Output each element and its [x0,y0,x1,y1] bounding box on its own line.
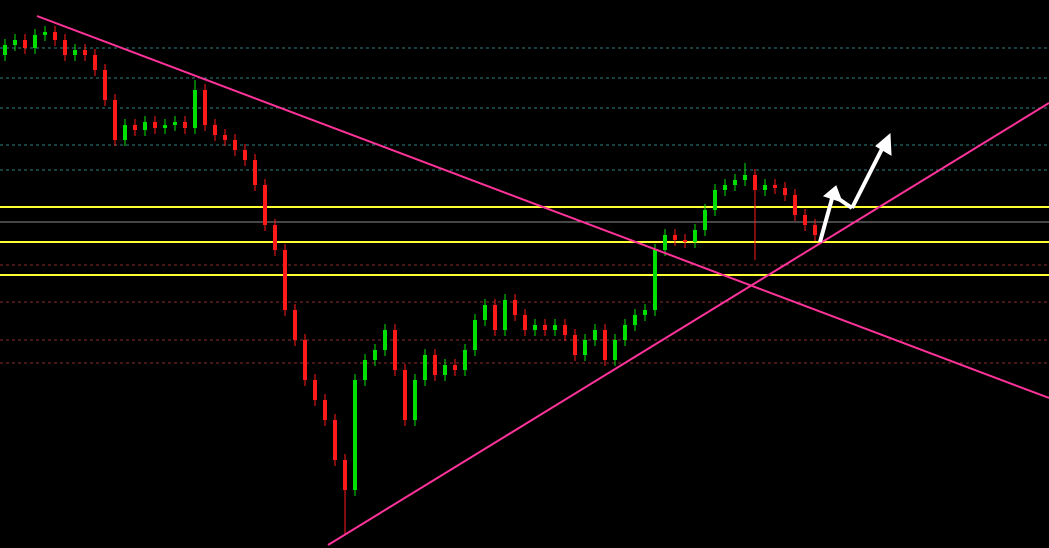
candle-body [333,420,337,460]
candle-body [123,125,127,140]
candle-body [23,40,27,48]
trendline-up [327,102,1049,546]
candle-body [603,330,607,360]
candle-body [623,325,627,340]
candle-body [643,310,647,315]
trendline-down [36,15,1049,399]
candle-body [633,315,637,325]
candle-body [543,325,547,330]
candle-body [83,50,87,55]
candle-body [63,40,67,55]
candle-body [423,355,427,380]
candle-body [263,185,267,225]
candle-body [533,325,537,330]
candle-body [723,185,727,190]
arrow-head [822,185,843,203]
candle-body [793,195,797,215]
candle-body [593,330,597,340]
candle-body [33,35,37,48]
candle-body [483,305,487,320]
candle-body [173,122,177,125]
trendlines [36,15,1049,546]
candle-body [253,160,257,185]
candle-body [733,180,737,185]
candle-body [553,325,557,330]
candle-body [393,330,397,370]
candle-body [303,340,307,380]
candle-body [573,335,577,355]
candle-body [193,90,197,128]
candle-body [443,365,447,375]
candle-body [273,225,277,250]
candle-body [463,350,467,370]
candle-body [783,188,787,195]
candle-body [743,175,747,180]
candle-body [213,125,217,135]
candle-body [243,150,247,160]
forecast-arrows [818,132,892,243]
candle-body [283,250,287,310]
candle-body [163,125,167,128]
candle-body [143,122,147,130]
candle-body [133,125,137,130]
arrow-path [850,144,886,209]
yellow-levels [0,206,1049,276]
candle-body [43,32,47,35]
candle-body [583,340,587,355]
candle-body [523,315,527,330]
candle-body [673,235,677,240]
candle-body [703,210,707,230]
dashed-levels-upper [0,47,1049,171]
candle-body [293,310,297,340]
candle-body [383,330,387,350]
candle-body [323,400,327,420]
candle-body [73,50,77,55]
candle-body [53,32,57,40]
candle-body [113,100,117,140]
candle-body [803,215,807,225]
candle-body [763,185,767,190]
candle-body [183,122,187,128]
candle-body [373,350,377,360]
candle-body [653,250,657,310]
dashed-levels-lower [0,264,1049,364]
candle-body [103,70,107,100]
candle-body [343,460,347,490]
candle-body [513,300,517,315]
candle-body [363,360,367,380]
candle-body [453,365,457,370]
candle-body [93,55,97,70]
candle-body [13,40,17,45]
candle-body [233,140,237,150]
candle-body [353,380,357,490]
candle-body [773,185,777,188]
candle-body [813,225,817,235]
candle-body [403,370,407,420]
candle-body [753,175,757,190]
candle-body [473,320,477,350]
candle-body [203,90,207,125]
candle-body [693,230,697,242]
arrow-head [875,132,892,156]
candle-body [663,235,667,250]
candle-body [413,380,417,420]
candles [3,26,817,535]
candle-body [313,380,317,400]
candle-body [683,240,687,242]
candle-body [493,305,497,330]
candle-body [153,122,157,128]
candle-body [713,190,717,210]
candle-body [503,300,507,330]
candle-body [3,45,7,55]
candle-body [563,325,567,335]
candle-body [433,355,437,375]
candle-body [223,135,227,140]
candle-body [613,340,617,360]
